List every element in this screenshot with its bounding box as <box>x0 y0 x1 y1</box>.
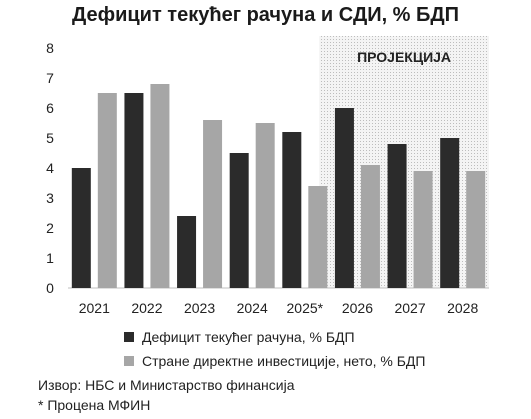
y-tick-label: 2 <box>46 220 54 236</box>
x-tick-label: 2027 <box>394 300 425 316</box>
bar-fdi <box>413 171 433 288</box>
x-tick-label: 2024 <box>237 300 268 316</box>
projection-label: ПРОЈЕКЦИЈА <box>357 49 451 65</box>
y-tick-label: 4 <box>46 160 54 176</box>
estimate-footnote: * Процена МФИН <box>38 397 151 413</box>
bar-deficit <box>387 144 407 288</box>
y-tick-label: 0 <box>46 280 54 296</box>
bar-deficit <box>282 132 302 288</box>
bar-fdi <box>97 93 117 288</box>
bar-fdi <box>150 84 170 288</box>
x-tick-label: 2021 <box>79 300 110 316</box>
source-note: Извор: НБС и Министарство финансија <box>38 377 295 393</box>
bar-deficit <box>229 153 249 288</box>
legend: Дефицит текућег рачуна, % БДП Стране дир… <box>124 325 425 373</box>
bar-deficit <box>177 216 197 288</box>
x-tick-label: 2025* <box>287 300 324 316</box>
legend-swatch-fdi <box>124 356 134 366</box>
bar-fdi <box>203 120 223 288</box>
chart-notes: Извор: НБС и Министарство финансија * Пр… <box>38 375 295 415</box>
legend-swatch-deficit <box>124 332 134 342</box>
y-tick-label: 6 <box>46 100 54 116</box>
y-tick-label: 5 <box>46 130 54 146</box>
legend-label-deficit: Дефицит текућег рачуна, % БДП <box>142 329 355 345</box>
bar-fdi <box>360 165 380 288</box>
bar-fdi <box>466 171 486 288</box>
y-tick-label: 3 <box>46 190 54 206</box>
bar-deficit <box>124 93 144 288</box>
legend-item-deficit: Дефицит текућег рачуна, % БДП <box>124 325 425 349</box>
y-tick-label: 1 <box>46 250 54 266</box>
x-tick-label: 2022 <box>131 300 162 316</box>
bar-deficit <box>334 108 354 288</box>
legend-item-fdi: Стране директне инвестиције, нето, % БДП <box>124 349 425 373</box>
x-tick-label: 2028 <box>447 300 478 316</box>
x-tick-label: 2026 <box>342 300 373 316</box>
bar-chart: ПРОЈЕКЦИЈА 0 1 2 3 4 5 6 7 8 2021 2022 2023 2024 2025… <box>46 36 489 316</box>
bar-fdi <box>255 123 275 288</box>
y-tick-label: 7 <box>46 70 54 86</box>
legend-label-fdi: Стране директне инвестиције, нето, % БДП <box>142 353 426 369</box>
chart-title: Дефицит текућег рачуна и СДИ, % БДП <box>71 4 460 26</box>
bar-deficit <box>71 168 91 288</box>
y-tick-label: 8 <box>46 40 54 56</box>
bar-deficit <box>440 138 460 288</box>
bar-fdi <box>308 186 328 288</box>
x-tick-label: 2023 <box>184 300 215 316</box>
